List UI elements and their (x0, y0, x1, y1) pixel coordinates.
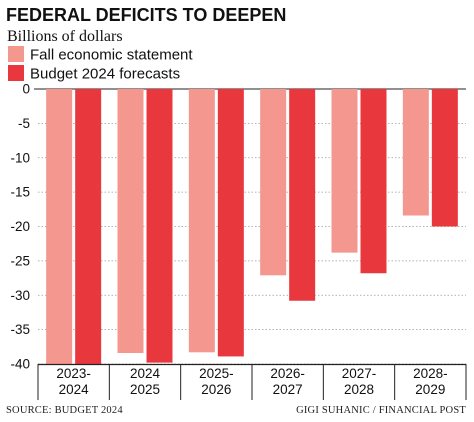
x-tick-label: 2027- (342, 366, 377, 381)
bar-budget-2024-6 (431, 89, 458, 227)
x-tick-label: 2027 (273, 382, 303, 397)
x-tick-label: 2028 (344, 382, 374, 397)
y-tick-label: -35 (10, 322, 30, 337)
legend: Fall economic statement Budget 2024 forec… (8, 46, 193, 83)
bar-budget-2024-5 (360, 89, 387, 274)
x-tick-label: 2029 (415, 382, 445, 397)
legend-label-2: Budget 2024 forecasts (30, 66, 180, 83)
y-tick-label: -15 (10, 185, 30, 200)
chart-title: FEDERAL DEFICITS TO DEEPEN (6, 5, 286, 25)
y-tick-label: -10 (10, 150, 30, 165)
x-tick-label: 2025 (130, 382, 160, 397)
bar-fall-statement-5 (331, 89, 358, 253)
source-note: SOURCE: BUDGET 2024 (6, 405, 123, 416)
x-axis: 2023-2024202420252025-20262026-20272027-… (37, 363, 467, 400)
y-tick-label: -20 (10, 219, 30, 234)
y-tick-label: -30 (10, 288, 30, 303)
credit-note: GIGI SUHANIC / FINANCIAL POST (296, 405, 466, 416)
legend-swatch-2 (8, 65, 24, 81)
legend-swatch-1 (8, 46, 24, 62)
bars (46, 89, 458, 364)
x-tick-label: 2023- (56, 366, 91, 381)
x-tick-label: 2026- (270, 366, 305, 381)
y-axis: 0 -5 -10 -15 -20 -25 -30 -35 -40 (10, 82, 30, 372)
x-tick-label: 2028- (413, 366, 448, 381)
chart-subtitle: Billions of dollars (7, 28, 123, 45)
legend-label-1: Fall economic statement (30, 47, 193, 64)
bar-fall-statement-3 (188, 89, 215, 353)
bar-fall-statement-6 (402, 89, 429, 216)
x-tick-label: 2024 (59, 382, 90, 397)
y-tick-label: -5 (18, 116, 30, 131)
bar-fall-statement-4 (260, 89, 287, 276)
y-tick-label: 0 (22, 82, 30, 97)
x-tick-label: 2026 (201, 382, 231, 397)
x-tick-label: 2024 (130, 366, 161, 381)
bar-budget-2024-1 (75, 89, 102, 364)
y-tick-label: -40 (10, 357, 30, 372)
bar-budget-2024-2 (146, 89, 173, 363)
bar-fall-statement-2 (117, 89, 144, 353)
y-tick-label: -25 (10, 253, 30, 268)
bar-fall-statement-1 (46, 89, 73, 364)
x-tick-label: 2025- (199, 366, 234, 381)
bar-budget-2024-3 (217, 89, 244, 357)
bar-budget-2024-4 (289, 89, 316, 301)
